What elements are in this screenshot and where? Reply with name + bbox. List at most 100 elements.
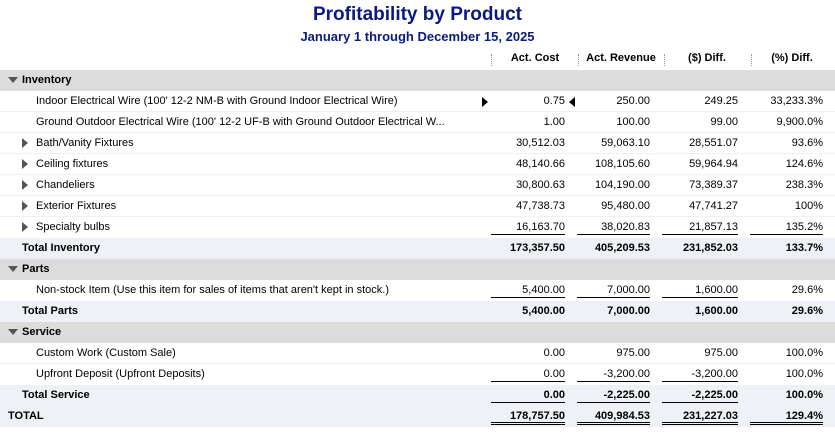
act-cost-cell[interactable]: 5,400.00 bbox=[491, 284, 565, 298]
act-cost-cell[interactable]: 5,400.00 bbox=[522, 305, 565, 317]
percent-diff-cell[interactable]: 135.2% bbox=[750, 221, 823, 235]
act-revenue-cell[interactable]: 405,209.53 bbox=[594, 242, 650, 254]
dollar-diff-cell[interactable]: 21,857.13 bbox=[662, 221, 738, 235]
act-revenue-cell[interactable]: -2,225.00 bbox=[577, 389, 650, 403]
act-cost-cell[interactable]: 0.00 bbox=[543, 347, 565, 359]
table-row[interactable]: Ground Outdoor Electrical Wire (100' 12-… bbox=[0, 112, 835, 133]
section-row-service[interactable]: Service bbox=[0, 322, 835, 343]
percent-diff-cell[interactable]: 93.6% bbox=[791, 137, 823, 149]
act-revenue-cell[interactable]: 250.00 bbox=[616, 95, 650, 107]
dollar-diff-cell[interactable]: 47,741.27 bbox=[689, 200, 738, 212]
act-cost-cell[interactable]: 30,800.63 bbox=[516, 179, 565, 191]
act-revenue-cell[interactable]: 104,190.00 bbox=[594, 179, 650, 191]
act-revenue-cell[interactable]: 100.00 bbox=[616, 116, 650, 128]
act-cost-cell[interactable]: 30,512.03 bbox=[516, 137, 565, 149]
row-label: Bath/Vanity Fixtures bbox=[36, 137, 134, 149]
column-resize-handle[interactable] bbox=[751, 54, 754, 66]
percent-diff-cell[interactable]: 29.6% bbox=[791, 305, 823, 317]
percent-diff-cell[interactable]: 100.0% bbox=[785, 389, 823, 401]
dollar-diff-cell[interactable]: -3,200.00 bbox=[662, 368, 738, 382]
column-header-percent-diff[interactable]: (%) Diff. bbox=[771, 52, 813, 64]
column-resize-handle[interactable] bbox=[491, 54, 494, 66]
column-header-act-revenue[interactable]: Act. Revenue bbox=[586, 52, 656, 64]
expand-triangle-icon[interactable] bbox=[22, 201, 28, 211]
dollar-diff-cell[interactable]: 975.00 bbox=[704, 347, 738, 359]
act-cost-cell[interactable]: 0.75 bbox=[543, 95, 565, 107]
column-resize-handle[interactable] bbox=[664, 54, 667, 66]
table-row[interactable]: Chandeliers 30,800.63 104,190.00 73,389.… bbox=[0, 175, 835, 196]
act-cost-cell[interactable]: 16,163.70 bbox=[491, 221, 565, 235]
table-row[interactable]: Specialty bulbs 16,163.70 38,020.83 21,8… bbox=[0, 217, 835, 238]
percent-diff-cell[interactable]: 9,900.0% bbox=[776, 116, 823, 128]
percent-diff-cell[interactable]: 29.6% bbox=[791, 284, 823, 296]
act-cost-cell[interactable]: 47,738.73 bbox=[516, 200, 565, 212]
act-revenue-cell[interactable]: 975.00 bbox=[616, 347, 650, 359]
table-row[interactable]: Upfront Deposit (Upfront Deposits) 0.00 … bbox=[0, 364, 835, 385]
act-cost-cell[interactable]: 0.00 bbox=[491, 389, 565, 403]
expand-triangle-icon[interactable] bbox=[22, 222, 28, 232]
table-row[interactable]: Exterior Fixtures 47,738.73 95,480.00 47… bbox=[0, 196, 835, 217]
act-cost-cell[interactable]: 48,140.66 bbox=[516, 158, 565, 170]
column-header-act-cost[interactable]: Act. Cost bbox=[510, 52, 560, 64]
percent-diff-cell[interactable]: 100.0% bbox=[785, 347, 823, 359]
act-revenue-cell[interactable]: 108,105.60 bbox=[594, 158, 650, 170]
act-cost-cell[interactable]: 178,757.50 bbox=[491, 410, 565, 425]
dollar-diff-cell[interactable]: 231,227.03 bbox=[662, 410, 738, 425]
cell-cursor-right-icon bbox=[569, 97, 575, 107]
row-label: Chandeliers bbox=[36, 179, 95, 191]
section-row-parts[interactable]: Parts bbox=[0, 259, 835, 280]
collapse-triangle-icon[interactable] bbox=[8, 266, 18, 272]
total-row-parts[interactable]: Total Parts 5,400.00 7,000.00 1,600.00 2… bbox=[0, 301, 835, 322]
percent-diff-cell[interactable]: 238.3% bbox=[785, 179, 823, 191]
total-row-inventory[interactable]: Total Inventory 173,357.50 405,209.53 23… bbox=[0, 238, 835, 259]
table-row[interactable]: Bath/Vanity Fixtures 30,512.03 59,063.10… bbox=[0, 133, 835, 154]
total-row-service[interactable]: Total Service 0.00 -2,225.00 -2,225.00 1… bbox=[0, 385, 835, 406]
percent-diff-cell[interactable]: 100.0% bbox=[785, 368, 823, 380]
dollar-diff-cell[interactable]: 1,600.00 bbox=[695, 305, 738, 317]
row-label: Custom Work (Custom Sale) bbox=[36, 347, 176, 359]
dollar-diff-cell[interactable]: 231,852.03 bbox=[682, 242, 738, 254]
expand-triangle-icon[interactable] bbox=[22, 180, 28, 190]
column-resize-handle[interactable] bbox=[578, 54, 581, 66]
percent-diff-cell[interactable]: 33,233.3% bbox=[770, 95, 823, 107]
act-cost-cell[interactable]: 0.00 bbox=[491, 368, 565, 382]
row-label: Total Parts bbox=[22, 305, 79, 317]
act-revenue-cell[interactable]: 7,000.00 bbox=[577, 284, 650, 298]
collapse-triangle-icon[interactable] bbox=[8, 329, 18, 335]
act-cost-cell[interactable]: 173,357.50 bbox=[509, 242, 565, 254]
act-cost-cell[interactable]: 1.00 bbox=[543, 116, 565, 128]
row-divider bbox=[0, 216, 835, 217]
act-revenue-cell[interactable]: 7,000.00 bbox=[607, 305, 650, 317]
dollar-diff-cell[interactable]: 59,964.94 bbox=[689, 158, 738, 170]
expand-triangle-icon[interactable] bbox=[22, 159, 28, 169]
dollar-diff-cell[interactable]: 1,600.00 bbox=[662, 284, 738, 298]
section-row-inventory[interactable]: Inventory bbox=[0, 70, 835, 91]
percent-diff-cell[interactable]: 124.6% bbox=[785, 158, 823, 170]
dollar-diff-cell[interactable]: 99.00 bbox=[710, 116, 738, 128]
table-row[interactable]: Non-stock Item (Use this item for sales … bbox=[0, 280, 835, 301]
expand-triangle-icon[interactable] bbox=[22, 138, 28, 148]
table-row[interactable]: Ceiling fixtures 48,140.66 108,105.60 59… bbox=[0, 154, 835, 175]
dollar-diff-cell[interactable]: 28,551.07 bbox=[689, 137, 738, 149]
row-divider bbox=[0, 195, 835, 196]
act-revenue-cell[interactable]: 409,984.53 bbox=[577, 410, 650, 425]
row-label: Upfront Deposit (Upfront Deposits) bbox=[36, 368, 205, 380]
row-label: TOTAL bbox=[8, 410, 44, 422]
act-revenue-cell[interactable]: 95,480.00 bbox=[601, 200, 650, 212]
dollar-diff-cell[interactable]: 249.25 bbox=[704, 95, 738, 107]
grand-total-row[interactable]: TOTAL 178,757.50 409,984.53 231,227.03 1… bbox=[0, 406, 835, 427]
collapse-triangle-icon[interactable] bbox=[8, 77, 18, 83]
table-row[interactable]: Custom Work (Custom Sale) 0.00 975.00 97… bbox=[0, 343, 835, 364]
act-revenue-cell[interactable]: -3,200.00 bbox=[577, 368, 650, 382]
percent-diff-cell[interactable]: 129.4% bbox=[750, 410, 823, 425]
table-row[interactable]: Indoor Electrical Wire (100' 12-2 NM-B w… bbox=[0, 91, 835, 112]
act-revenue-cell[interactable]: 38,020.83 bbox=[577, 221, 650, 235]
act-revenue-cell[interactable]: 59,063.10 bbox=[601, 137, 650, 149]
column-header-dollar-diff[interactable]: ($) Diff. bbox=[688, 52, 726, 64]
dollar-diff-cell[interactable]: -2,225.00 bbox=[662, 389, 738, 403]
section-label: Service bbox=[22, 326, 62, 338]
dollar-diff-cell[interactable]: 73,389.37 bbox=[689, 179, 738, 191]
percent-diff-cell[interactable]: 100% bbox=[794, 200, 823, 212]
percent-diff-cell[interactable]: 133.7% bbox=[785, 242, 823, 254]
